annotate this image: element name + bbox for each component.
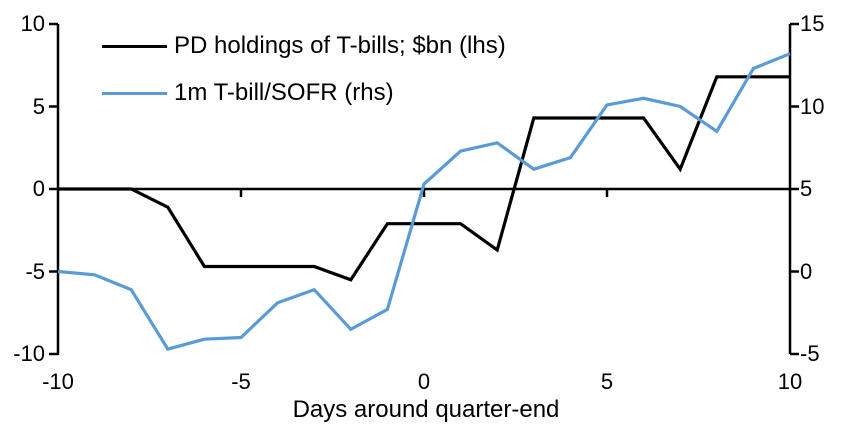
series-line-pd-holdings <box>58 75 790 282</box>
legend-label-tbill-sofr: 1m T-bill/SOFR (rhs) <box>174 79 394 106</box>
legend: PD holdings of T-bills; $bn (lhs) 1m T-b… <box>102 33 506 106</box>
y-left-tick-5: 5 <box>32 93 45 119</box>
y-right-tick-10: 10 <box>800 93 825 119</box>
series-line-tbill-sofr <box>57 52 791 351</box>
y-left-tick-0: 0 <box>32 176 45 201</box>
legend-label-pd-holdings: PD holdings of T-bills; $bn (lhs) <box>174 32 506 59</box>
y-left-tick-10: 10 <box>20 11 45 36</box>
legend-item-pd-holdings: PD holdings of T-bills; $bn (lhs) <box>102 33 506 59</box>
x-tick-0: 0 <box>417 369 431 394</box>
x-tick-5: 5 <box>600 369 614 394</box>
y-right-tick--5: -5 <box>800 341 820 366</box>
y-right-tick-15: 15 <box>800 11 825 36</box>
x-axis-title: Days around quarter-end <box>292 396 560 423</box>
legend-line-sample-black <box>102 44 167 48</box>
x-tick--5: -5 <box>231 369 251 394</box>
legend-line-sample-blue <box>102 91 167 95</box>
y-right-tick-0: 0 <box>800 258 813 284</box>
x-tick-10: 10 <box>777 369 803 394</box>
y-left-tick--5: -5 <box>25 258 45 284</box>
legend-item-tbill-sofr: 1m T-bill/SOFR (rhs) <box>102 80 506 106</box>
x-tick--10: -10 <box>42 369 74 394</box>
y-left-tick--10: -10 <box>13 341 45 366</box>
y-right-tick-5: 5 <box>800 176 813 201</box>
